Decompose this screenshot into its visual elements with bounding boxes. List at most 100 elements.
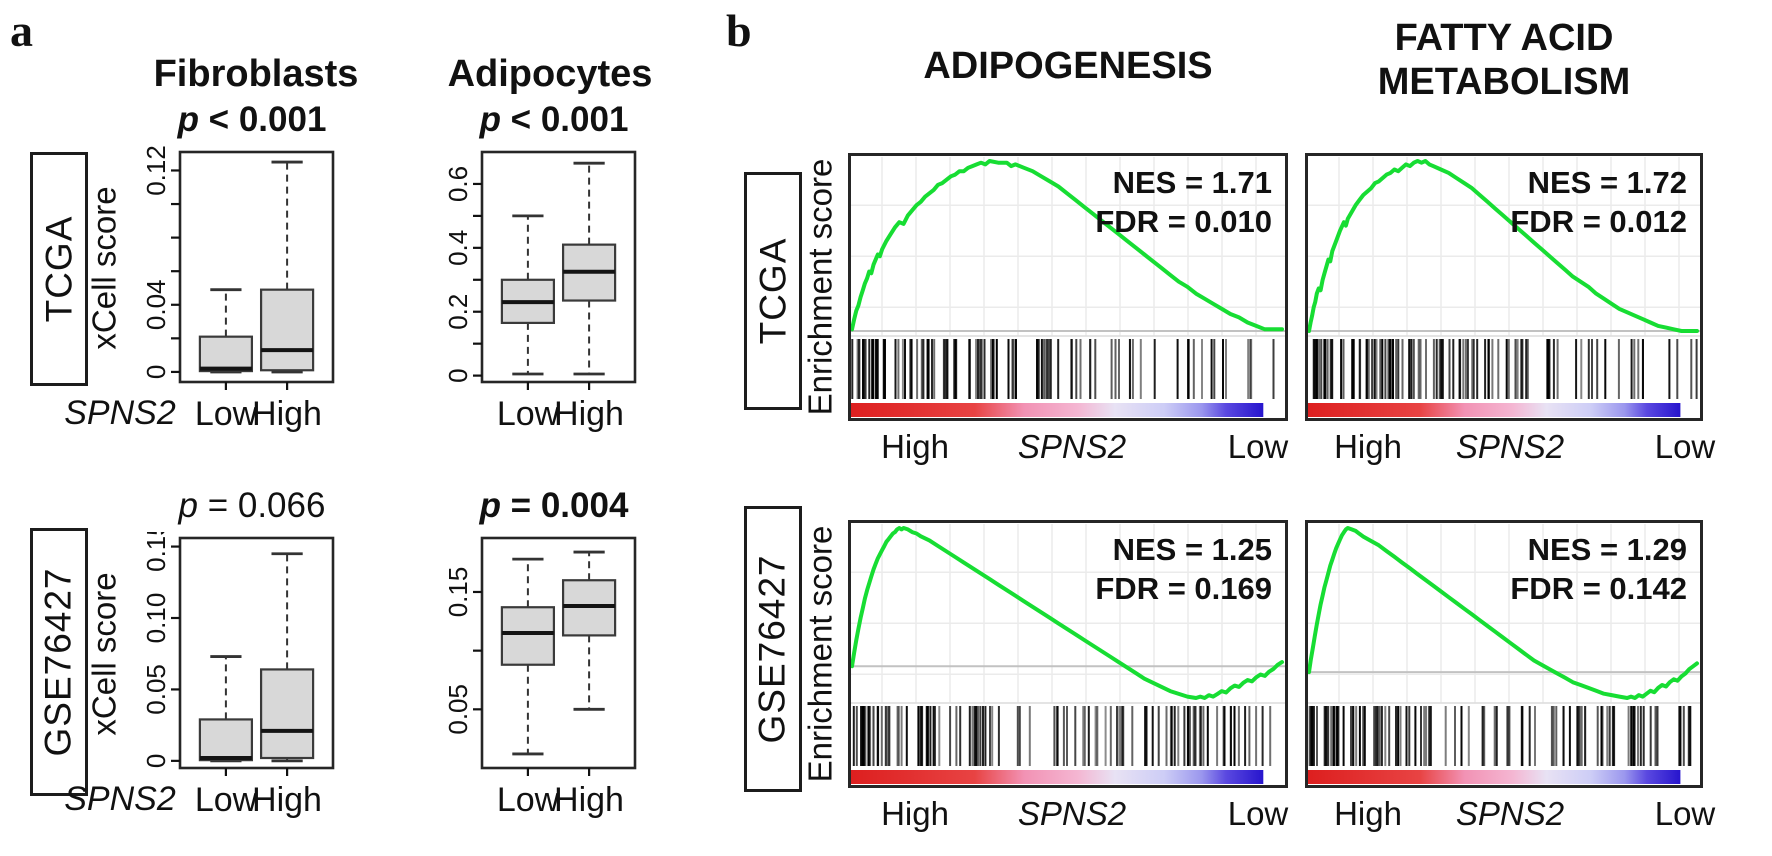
gsea-chart-tcga-fatty-acid — [1305, 153, 1703, 421]
gsea-x-label-low: Low — [1654, 428, 1716, 465]
svg-text:0.4: 0.4 — [443, 230, 473, 266]
svg-text:0.15: 0.15 — [443, 567, 473, 618]
x-gene-label-spns2-row1: SPNS2 — [64, 394, 176, 432]
gsea-x-label-high: High — [881, 795, 949, 832]
nes-value: NES = 1.25 — [1112, 532, 1272, 567]
header-fatty-acid-line2: METABOLISM — [1377, 61, 1631, 103]
p-symbol: p — [479, 486, 501, 525]
y-axis-label-xcell-row1: xCell score — [84, 150, 126, 386]
row-label-gse76427-b: GSE76427 — [752, 554, 793, 744]
panel-b-header-fatty-acid: FATTY ACID METABOLISM — [1300, 16, 1708, 104]
boxplot-gse76427-fibroblasts: p = 0.066 0 0.05 0.10 0.15 Low High — [128, 486, 338, 831]
svg-text:0.05: 0.05 — [141, 664, 171, 715]
y-axis-label-enrichment-row1: Enrichment score — [798, 147, 842, 427]
boxplot-chart-gse76427-fibroblasts: 0 0.05 0.10 0.15 — [141, 532, 335, 776]
boxplot-chart-tcga-fibroblasts: 0 0.04 0.12 — [141, 146, 335, 390]
gsea-tcga-adipogenesis: NES = 1.71 FDR = 0.010 — [848, 153, 1288, 421]
svg-text:0: 0 — [141, 365, 171, 379]
gsea-x-label-spns2: SPNS2 — [1017, 795, 1127, 832]
gsea-x-label-low: Low — [1227, 795, 1289, 832]
svg-text:0: 0 — [141, 754, 171, 768]
panel-a-header-adipocytes: Adipocytes — [447, 53, 653, 95]
svg-text:0.10: 0.10 — [141, 593, 171, 644]
y-axis-label-xcell-row2-text: xCell score — [86, 572, 123, 736]
gsea-tcga-fatty-acid: NES = 1.72 FDR = 0.012 — [1305, 153, 1703, 421]
fdr-value: FDR = 0.012 — [1510, 204, 1687, 239]
gsea-x-label-low: Low — [1654, 795, 1716, 832]
row-label-gse76427-a: GSE76427 — [38, 567, 79, 757]
x-label-high: High — [554, 395, 624, 433]
row-label-tcga-b: TCGA — [752, 237, 793, 345]
p-rest: < 0.001 — [198, 100, 327, 139]
gsea-stats-gse76427-adipogenesis: NES = 1.25 FDR = 0.169 — [1095, 530, 1272, 608]
gsea-chart-gse76427-adipogenesis — [848, 520, 1288, 788]
x-label-high: High — [554, 781, 624, 819]
p-value-gse76427-adipocytes: p = 0.004 — [464, 486, 644, 530]
gsea-x-label-spns2: SPNS2 — [1455, 795, 1565, 832]
nes-value: NES = 1.71 — [1112, 165, 1272, 200]
boxplot-tcga-adipocytes: p < 0.001 0 0.2 0.4 0.6 Low High — [430, 100, 640, 445]
p-symbol: p — [177, 100, 199, 139]
row-label-box-gse76427-b: GSE76427 — [744, 506, 802, 792]
x-label-low: Low — [194, 781, 258, 819]
fdr-value: FDR = 0.142 — [1510, 571, 1687, 606]
p-symbol: p — [479, 100, 501, 139]
x-label-low: Low — [496, 395, 560, 433]
svg-text:0.12: 0.12 — [141, 146, 171, 196]
svg-text:0.2: 0.2 — [443, 294, 473, 330]
row-label-tcga-a: TCGA — [38, 215, 79, 323]
nes-value: NES = 1.72 — [1527, 165, 1687, 200]
y-axis-label-xcell-row1-text: xCell score — [86, 186, 123, 350]
p-value-tcga-fibroblasts: p < 0.001 — [162, 100, 342, 144]
gsea-chart-gse76427-fatty-acid — [1305, 520, 1703, 788]
row-label-box-tcga-a: TCGA — [30, 152, 88, 386]
boxplot-gse76427-adipocytes: p = 0.004 0.05 0.15 Low High — [430, 486, 640, 831]
row-label-box-gse76427-a: GSE76427 — [30, 528, 88, 796]
gsea-x-label-high: High — [881, 428, 949, 465]
header-fatty-acid-line1: FATTY ACID — [1394, 17, 1614, 59]
y-axis-label-enrichment-row2: Enrichment score — [798, 514, 842, 794]
y-axis-label-enrichment-row1-text: Enrichment score — [801, 158, 839, 416]
p-symbol: p — [178, 486, 198, 525]
gsea-x-label-high: High — [1334, 795, 1402, 832]
x-label-high: High — [252, 781, 322, 819]
p-rest: = 0.066 — [197, 486, 326, 525]
panel-b-label: b — [726, 5, 752, 56]
x-label-high: High — [252, 395, 322, 433]
p-rest: = 0.004 — [500, 486, 629, 525]
nes-value: NES = 1.29 — [1527, 532, 1687, 567]
svg-text:0.05: 0.05 — [443, 684, 473, 735]
boxplot-chart-tcga-adipocytes: 0 0.2 0.4 0.6 — [443, 150, 637, 390]
gsea-stats-gse76427-fatty-acid: NES = 1.29 FDR = 0.142 — [1510, 530, 1687, 608]
gsea-gse76427-fatty-acid: NES = 1.29 FDR = 0.142 — [1305, 520, 1703, 788]
row-label-box-tcga-b: TCGA — [744, 172, 802, 410]
panel-b-header-adipogenesis: ADIPOGENESIS — [923, 45, 1213, 87]
gsea-x-label-low: Low — [1227, 428, 1289, 465]
y-axis-label-enrichment-row2-text: Enrichment score — [801, 525, 839, 783]
gsea-x-label-high: High — [1334, 428, 1402, 465]
svg-text:0.15: 0.15 — [141, 532, 171, 572]
p-value-tcga-adipocytes: p < 0.001 — [464, 100, 644, 144]
gsea-x-label-spns2: SPNS2 — [1455, 428, 1565, 465]
boxplot-tcga-fibroblasts: p < 0.001 0 0.04 0.12 Low High — [128, 100, 338, 445]
gsea-stats-tcga-fatty-acid: NES = 1.72 FDR = 0.012 — [1510, 163, 1687, 241]
x-label-low: Low — [194, 395, 258, 433]
fdr-value: FDR = 0.010 — [1095, 204, 1272, 239]
boxplot-chart-gse76427-adipocytes: 0.05 0.15 — [443, 536, 637, 776]
gsea-chart-tcga-adipogenesis — [848, 153, 1288, 421]
x-gene-label-spns2-row2: SPNS2 — [64, 780, 176, 818]
panel-a-label: a — [10, 5, 33, 56]
y-axis-label-xcell-row2: xCell score — [84, 536, 126, 772]
gsea-stats-tcga-adipogenesis: NES = 1.71 FDR = 0.010 — [1095, 163, 1272, 241]
svg-text:0.6: 0.6 — [443, 166, 473, 202]
p-value-gse76427-fibroblasts: p = 0.066 — [162, 486, 342, 530]
gsea-gse76427-adipogenesis: NES = 1.25 FDR = 0.169 — [848, 520, 1288, 788]
fdr-value: FDR = 0.169 — [1095, 571, 1272, 606]
gsea-x-label-spns2: SPNS2 — [1017, 428, 1127, 465]
svg-text:0.04: 0.04 — [141, 279, 171, 330]
panel-a-header-fibroblasts: Fibroblasts — [153, 53, 359, 95]
x-label-low: Low — [496, 781, 560, 819]
svg-text:0: 0 — [443, 368, 473, 382]
p-rest: < 0.001 — [500, 100, 629, 139]
